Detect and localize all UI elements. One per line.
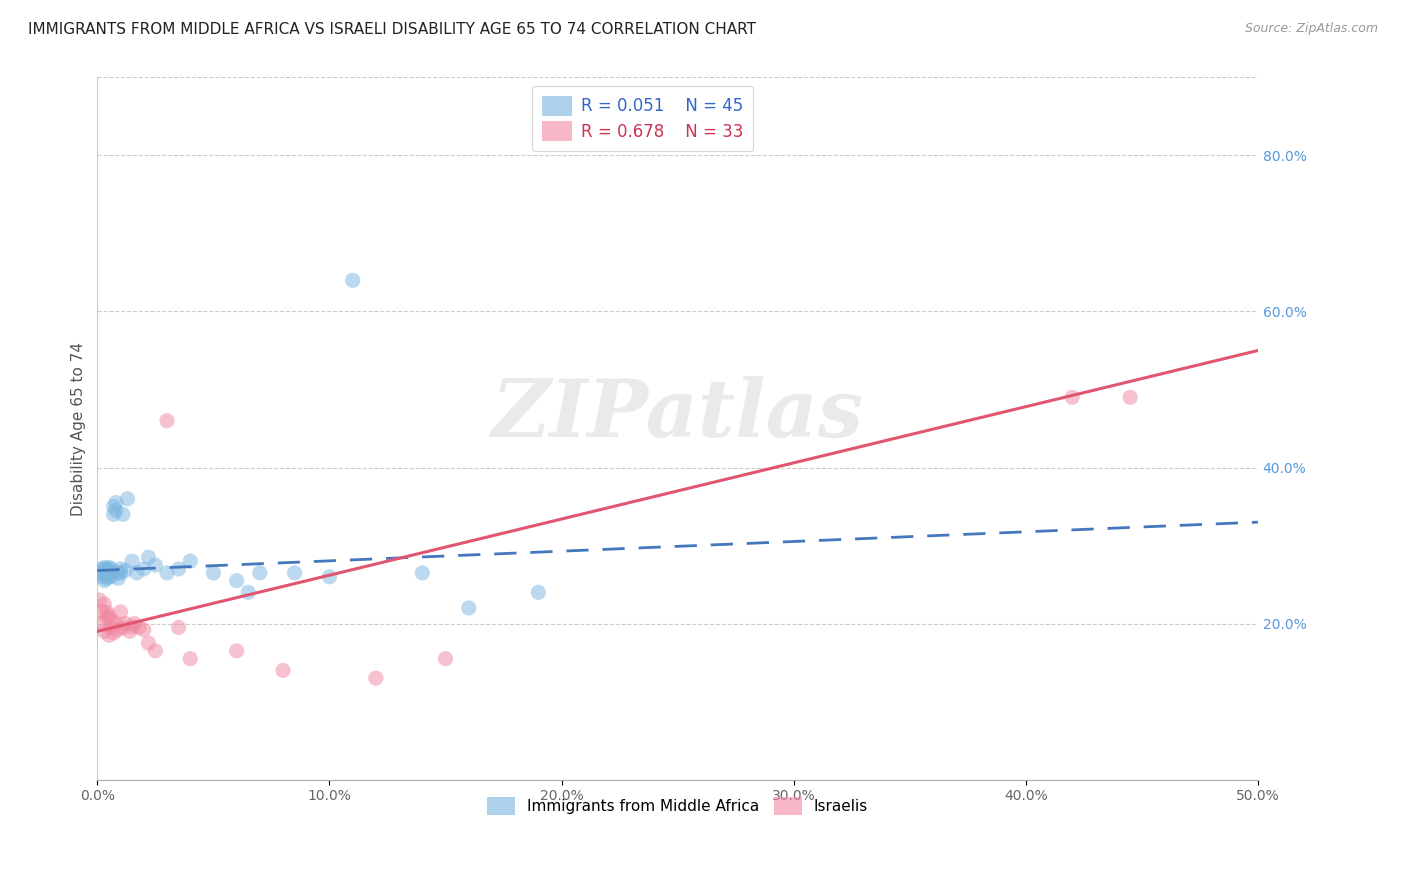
Point bbox=[238, 585, 260, 599]
Text: ZIPatlas: ZIPatlas bbox=[492, 376, 863, 453]
Point bbox=[110, 562, 132, 576]
Legend: Immigrants from Middle Africa, Israelis: Immigrants from Middle Africa, Israelis bbox=[478, 788, 877, 824]
Point bbox=[125, 566, 148, 580]
Point bbox=[284, 566, 307, 580]
Point bbox=[167, 620, 190, 634]
Point bbox=[97, 608, 120, 623]
Point bbox=[97, 570, 120, 584]
Point bbox=[104, 616, 127, 631]
Point bbox=[202, 566, 225, 580]
Point bbox=[100, 613, 122, 627]
Point bbox=[225, 574, 247, 588]
Point bbox=[434, 651, 457, 665]
Point bbox=[457, 601, 479, 615]
Point bbox=[156, 414, 179, 428]
Point bbox=[271, 664, 294, 678]
Point bbox=[96, 571, 118, 585]
Point bbox=[93, 597, 115, 611]
Point bbox=[103, 626, 125, 640]
Point bbox=[97, 566, 120, 580]
Point bbox=[107, 566, 129, 580]
Point bbox=[318, 570, 340, 584]
Point bbox=[124, 616, 146, 631]
Point bbox=[107, 571, 129, 585]
Point bbox=[132, 623, 155, 637]
Point bbox=[132, 562, 155, 576]
Point bbox=[97, 560, 120, 574]
Point bbox=[100, 562, 122, 576]
Point bbox=[91, 562, 114, 576]
Point bbox=[91, 570, 114, 584]
Point bbox=[117, 491, 139, 506]
Point bbox=[96, 605, 118, 619]
Point bbox=[104, 503, 127, 517]
Point bbox=[91, 605, 114, 619]
Point bbox=[93, 560, 115, 574]
Point bbox=[156, 566, 179, 580]
Point bbox=[103, 500, 125, 514]
Point bbox=[97, 628, 120, 642]
Point bbox=[527, 585, 550, 599]
Point bbox=[103, 508, 125, 522]
Point bbox=[138, 550, 160, 565]
Y-axis label: Disability Age 65 to 74: Disability Age 65 to 74 bbox=[72, 342, 86, 516]
Point bbox=[1119, 390, 1142, 404]
Point bbox=[89, 593, 111, 607]
Point bbox=[107, 623, 129, 637]
Point bbox=[167, 562, 190, 576]
Point bbox=[111, 508, 134, 522]
Point bbox=[179, 651, 201, 665]
Point bbox=[93, 574, 115, 588]
Point bbox=[114, 564, 136, 578]
Point bbox=[111, 620, 134, 634]
Point bbox=[114, 616, 136, 631]
Point bbox=[96, 567, 118, 582]
Point bbox=[138, 636, 160, 650]
Point bbox=[342, 273, 364, 287]
Point bbox=[96, 562, 118, 576]
Point bbox=[100, 570, 122, 584]
Point bbox=[118, 624, 141, 639]
Point bbox=[110, 605, 132, 619]
Point bbox=[121, 554, 143, 568]
Text: Source: ZipAtlas.com: Source: ZipAtlas.com bbox=[1244, 22, 1378, 36]
Point bbox=[1062, 390, 1084, 404]
Point bbox=[100, 620, 122, 634]
Point bbox=[128, 620, 150, 634]
Point bbox=[93, 564, 115, 578]
Point bbox=[104, 495, 127, 509]
Point bbox=[91, 616, 114, 631]
Text: IMMIGRANTS FROM MIDDLE AFRICA VS ISRAELI DISABILITY AGE 65 TO 74 CORRELATION CHA: IMMIGRANTS FROM MIDDLE AFRICA VS ISRAELI… bbox=[28, 22, 756, 37]
Point bbox=[110, 566, 132, 580]
Point bbox=[89, 566, 111, 580]
Point bbox=[121, 620, 143, 634]
Point bbox=[100, 566, 122, 580]
Point bbox=[93, 624, 115, 639]
Point bbox=[97, 564, 120, 578]
Point bbox=[411, 566, 433, 580]
Point bbox=[364, 671, 387, 685]
Point bbox=[179, 554, 201, 568]
Point bbox=[145, 558, 167, 572]
Point bbox=[249, 566, 271, 580]
Point bbox=[96, 610, 118, 624]
Point bbox=[145, 644, 167, 658]
Point bbox=[225, 644, 247, 658]
